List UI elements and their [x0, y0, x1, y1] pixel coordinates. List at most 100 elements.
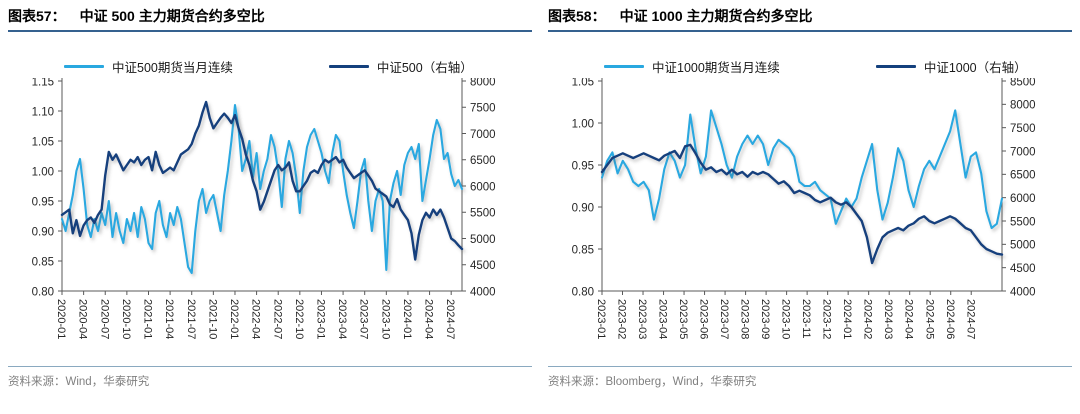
x-axis-labels: 2023-01 2023-02 2023-03 2023-04 2023-05 2023-…	[595, 291, 976, 339]
right-axis-tick-label: 7500	[470, 103, 496, 115]
legend-item-futures-ratio: 中证1000期货当月连续	[604, 57, 780, 76]
figure-name: 中证 1000 主力期货合约多空比	[619, 8, 813, 24]
right-axis-tick-label: 7000	[470, 129, 496, 141]
left-axis-tick-label: 0.95	[572, 160, 594, 172]
report-figures-row: 图表57： 中证 500 主力期货合约多空比 中证500期货当月连续 中证500（…	[8, 6, 1072, 389]
legend-item-index: 中证500（右轴）	[328, 57, 473, 76]
legend-line-swatch-dark-blue	[875, 64, 916, 68]
x-axis-tick-label: 2023-10	[780, 299, 792, 339]
x-axis-tick-label: 2020-10	[120, 299, 132, 339]
legend-label: 中证1000期货当月连续	[652, 60, 780, 75]
right-axis-tick-label: 6000	[1010, 193, 1036, 205]
right-axis-tick-label: 4000	[1010, 286, 1036, 298]
x-axis-tick-label: 2023-05	[677, 299, 689, 339]
x-axis-tick-label: 2023-07	[358, 299, 370, 339]
right-axis-tick-label: 5500	[470, 208, 496, 220]
csi1000-index-line	[600, 143, 1004, 265]
left-axis-tick-label: 0.80	[572, 286, 594, 298]
left-axis-tick-label: 1.00	[572, 118, 594, 130]
right-axis-tick-label: 8000	[470, 78, 496, 88]
figure-name: 中证 500 主力期货合约多空比	[79, 8, 265, 24]
x-axis-tick-label: 2022-01	[228, 299, 240, 339]
left-axis-tick-label: 0.90	[32, 226, 54, 238]
x-axis-tick-label: 2023-03	[636, 299, 648, 339]
figure-number: 图表58：	[548, 8, 606, 24]
x-axis-tick-label: 2022-07	[271, 299, 283, 339]
legend-item-futures-ratio: 中证500期货当月连续	[64, 57, 233, 76]
x-axis-tick-label: 2023-09	[759, 299, 771, 339]
left-axis-tick-label: 1.05	[572, 78, 594, 88]
left-axis-tick-label: 0.90	[572, 202, 594, 214]
right-axis-tick-label: 7500	[1010, 123, 1036, 135]
right-axis-tick-label: 4000	[470, 286, 496, 298]
x-axis-tick-label: 2024-04	[903, 299, 915, 339]
right-axis-tick-label: 6500	[1010, 170, 1036, 182]
x-axis-tick-label: 2023-01	[595, 299, 607, 339]
x-axis-tick-label: 2020-07	[98, 299, 110, 339]
csi1000-chart-canvas: 0.80 0.85 0.90 0.95 1.00 1.05 4000 4500 5000 5500…	[572, 78, 1036, 339]
csi1000-futures-ratio-line	[600, 109, 1004, 230]
figure-panel-csi1000: 图表58： 中证 1000 主力期货合约多空比 中证1000期货当月连续 中证10…	[548, 6, 1072, 389]
x-axis-tick-label: 2021-04	[163, 299, 175, 339]
left-axis-tick-label: 0.85	[32, 256, 54, 268]
x-axis-labels: 2020-01 2020-04 2020-07 2020-10 2021-01 2021-…	[55, 291, 456, 339]
x-axis-tick-label: 2024-01	[841, 299, 853, 339]
axes	[61, 78, 463, 292]
x-axis-tick-label: 2023-07	[718, 299, 730, 339]
left-axis-tick-label: 0.95	[32, 196, 54, 208]
right-axis-tick-label: 5000	[470, 234, 496, 246]
right-axis-tick-label: 6000	[470, 181, 496, 193]
left-axis-tick-label: 0.85	[572, 244, 594, 256]
x-axis-tick-label: 2024-05	[923, 299, 935, 339]
left-axis-tick-label: 0.80	[32, 286, 54, 298]
figure-title-csi1000: 图表58： 中证 1000 主力期货合约多空比	[548, 6, 1072, 32]
legend-line-swatch-dark-blue	[328, 64, 369, 68]
x-axis-tick-label: 2024-02	[862, 299, 874, 339]
legend-line-swatch-light-blue	[604, 64, 644, 68]
legend-csi1000: 中证1000期货当月连续 中证1000（右轴）	[548, 57, 1072, 76]
legend-label: 中证1000（右轴）	[923, 60, 1027, 75]
csi500-chart-canvas: 0.80 0.85 0.90 0.95 1.00 1.05 1.10 1.15 4000 4500…	[32, 78, 496, 339]
figure-number: 图表57：	[8, 8, 66, 24]
source-note-csi1000: 资料来源：Bloomberg，Wind，华泰研究	[548, 366, 1072, 389]
x-axis-tick-label: 2023-12	[821, 299, 833, 339]
figure-panel-csi500: 图表57： 中证 500 主力期货合约多空比 中证500期货当月连续 中证500（…	[8, 6, 532, 389]
figure-title-csi500: 图表57： 中证 500 主力期货合约多空比	[8, 6, 532, 32]
x-axis-tick-label: 2021-10	[206, 299, 218, 339]
x-axis-tick-label: 2022-04	[250, 299, 262, 339]
right-axis-tick-label: 5500	[1010, 216, 1036, 228]
csi500-futures-ratio-line	[60, 103, 464, 275]
x-axis-tick-label: 2023-04	[336, 299, 348, 339]
x-axis-tick-label: 2020-04	[77, 299, 89, 339]
x-axis-tick-label: 2024-07	[964, 299, 976, 339]
x-axis-tick-label: 2023-11	[800, 299, 812, 339]
x-axis-tick-label: 2024-03	[882, 299, 894, 339]
source-note-csi500: 资料来源：Wind，华泰研究	[8, 366, 532, 389]
axis-ticks	[598, 80, 1006, 292]
left-axis-tick-label: 1.15	[32, 78, 54, 88]
x-axis-tick-label: 2024-01	[401, 299, 413, 339]
x-axis-tick-label: 2022-10	[293, 299, 305, 339]
legend-label: 中证500期货当月连续	[112, 60, 233, 75]
x-axis-tick-label: 2023-08	[739, 299, 751, 339]
x-axis-tick-label: 2021-01	[142, 299, 154, 339]
legend-item-index: 中证1000（右轴）	[875, 57, 1027, 76]
x-axis-tick-label: 2024-07	[444, 299, 456, 339]
legend-csi500: 中证500期货当月连续 中证500（右轴）	[8, 57, 532, 76]
left-axis-tick-label: 1.00	[32, 166, 54, 178]
right-axis-tick-label: 7000	[1010, 146, 1036, 158]
right-axis-tick-label: 4500	[1010, 263, 1036, 275]
x-axis-tick-label: 2024-06	[944, 299, 956, 339]
csi500-index-line	[60, 100, 464, 261]
x-axis-tick-label: 2021-07	[185, 299, 197, 339]
left-axis-tick-label: 1.05	[32, 136, 54, 148]
y-axis-labels: 0.80 0.85 0.90 0.95 1.00 1.05 1.10 1.15 4000 4500…	[32, 78, 496, 298]
legend-label: 中证500（右轴）	[376, 60, 473, 75]
x-axis-tick-label: 2023-02	[616, 299, 628, 339]
x-axis-tick-label: 2023-06	[698, 299, 710, 339]
x-axis-tick-label: 2023-10	[379, 299, 391, 339]
x-axis-tick-label: 2023-04	[657, 299, 669, 339]
x-axis-tick-label: 2020-01	[55, 299, 67, 339]
right-axis-tick-label: 8500	[1010, 78, 1036, 88]
right-axis-tick-label: 8000	[1010, 100, 1036, 112]
